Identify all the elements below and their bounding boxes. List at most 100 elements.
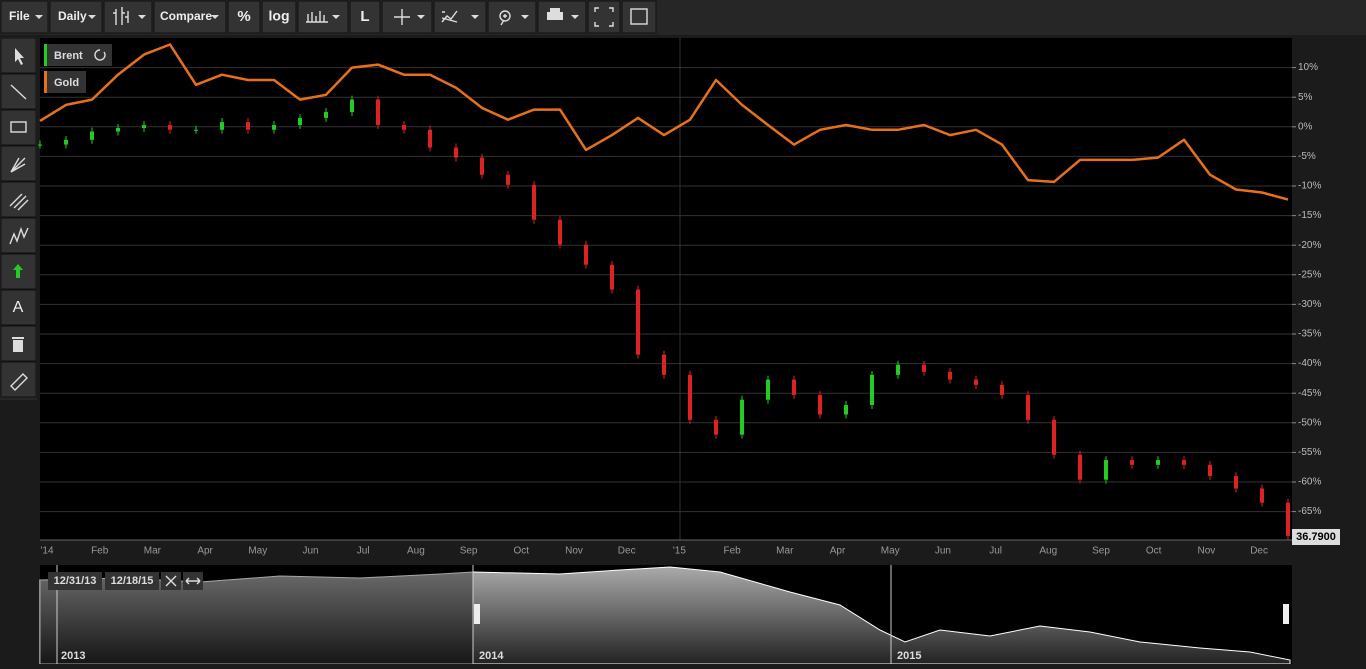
end-date: 12/18/15 <box>111 575 154 587</box>
percent-button[interactable] <box>227 0 261 34</box>
date-box[interactable] <box>48 572 102 590</box>
candle <box>194 129 198 131</box>
x-tick-label: Feb <box>91 546 109 557</box>
eraser-tool[interactable] <box>0 361 37 398</box>
interval-label: Daily <box>58 9 87 23</box>
x-tick-label: Mar <box>144 546 162 557</box>
candle <box>116 127 120 132</box>
candle <box>714 419 718 435</box>
candle <box>792 379 796 395</box>
x-tick-label: Nov <box>565 546 583 557</box>
candle <box>324 111 328 118</box>
trash-icon <box>12 337 24 352</box>
fullscreen-icon <box>594 7 614 27</box>
x-tick-label: May <box>248 546 267 557</box>
legend-item[interactable] <box>44 44 112 66</box>
dropdown-arrow <box>471 15 479 19</box>
candle <box>506 174 510 185</box>
candle <box>532 184 536 220</box>
expand-icon <box>185 577 201 585</box>
channel-icon <box>9 193 29 211</box>
file-label: File <box>9 9 30 23</box>
candle <box>948 371 952 380</box>
candle <box>454 147 458 158</box>
snapshot-button[interactable] <box>621 0 657 34</box>
legend: Brent Gold <box>44 44 112 93</box>
x-tick-label: Oct <box>1146 546 1162 557</box>
pointer-icon <box>15 48 24 65</box>
candle <box>1052 419 1056 455</box>
candle <box>64 139 68 145</box>
candle <box>870 374 874 406</box>
start-date: 12/31/13 <box>54 575 97 587</box>
toolbar: File Daily Compare % log L <box>0 0 1366 35</box>
year-label: 2015 <box>897 650 921 662</box>
candle <box>1286 502 1290 536</box>
candle <box>220 122 224 130</box>
channel-tool[interactable] <box>0 181 37 218</box>
crosshair-icon <box>394 9 410 25</box>
refresh-icon[interactable] <box>94 49 106 61</box>
year-label: 2013 <box>61 650 85 662</box>
y-tick-label: -50% <box>1298 417 1321 428</box>
snapshot-icon <box>630 8 648 25</box>
y-tick-label: -60% <box>1298 477 1321 488</box>
x-tick-label: Sep <box>460 546 478 557</box>
line-tool-label: L <box>360 8 369 25</box>
log-label: log <box>269 8 290 24</box>
indicator-icon <box>306 11 328 23</box>
candle <box>402 125 406 130</box>
candle <box>480 157 484 175</box>
studies-button[interactable] <box>433 0 487 34</box>
candle <box>1104 460 1108 480</box>
line-tool-button[interactable] <box>349 0 381 34</box>
zoom-button[interactable] <box>487 0 537 34</box>
x-tick-label: '15 <box>673 546 686 557</box>
fan-tool[interactable] <box>0 145 37 182</box>
candle <box>896 364 900 375</box>
candle <box>1078 454 1082 480</box>
navigator: 12/31/13 12/18/15 2013 2014 2015 <box>39 565 1292 665</box>
candle <box>1260 488 1264 503</box>
y-tick-label: -25% <box>1298 269 1321 280</box>
y-tick-label: 10% <box>1298 62 1318 73</box>
candle <box>610 264 614 290</box>
y-tick-label: -10% <box>1298 181 1321 192</box>
x-tick-label: Jun <box>302 546 318 557</box>
date-box[interactable] <box>105 572 159 590</box>
x-tick-label: Dec <box>618 546 636 557</box>
dropdown-arrow <box>521 15 529 19</box>
indicator-button[interactable] <box>297 0 349 34</box>
candle <box>1182 460 1186 465</box>
navigator-handle[interactable] <box>1283 604 1289 624</box>
dropdown-arrow <box>332 15 340 19</box>
chart-style-icon <box>113 7 129 25</box>
navigator-handle[interactable] <box>474 604 480 624</box>
fullscreen-button[interactable] <box>587 0 621 34</box>
x-tick-label: Oct <box>514 546 530 557</box>
drawing-toolbar: A <box>0 37 37 400</box>
legend-item[interactable] <box>44 71 86 93</box>
log-button[interactable] <box>261 0 297 34</box>
candle <box>90 131 94 140</box>
rectangle-tool[interactable] <box>0 109 37 146</box>
year-label: 2014 <box>479 650 504 662</box>
candle <box>298 117 302 126</box>
navigator-area <box>39 566 1291 665</box>
rectangle-icon <box>10 121 27 133</box>
pattern-tool[interactable] <box>0 217 37 254</box>
candle <box>350 99 354 112</box>
last-value-label: 36.7900 <box>1296 531 1336 543</box>
dropdown-arrow <box>138 15 146 19</box>
y-tick-label: -35% <box>1298 329 1321 340</box>
y-tick-label: -65% <box>1298 506 1321 517</box>
percent-label: % <box>237 8 250 25</box>
candle <box>1130 460 1134 465</box>
text-tool[interactable] <box>0 289 37 326</box>
navigator-mask <box>40 565 473 664</box>
candle <box>688 374 692 420</box>
x-tick-label: Feb <box>723 546 741 557</box>
arrow-icon <box>13 264 23 278</box>
compare-label: Compare <box>160 9 212 23</box>
